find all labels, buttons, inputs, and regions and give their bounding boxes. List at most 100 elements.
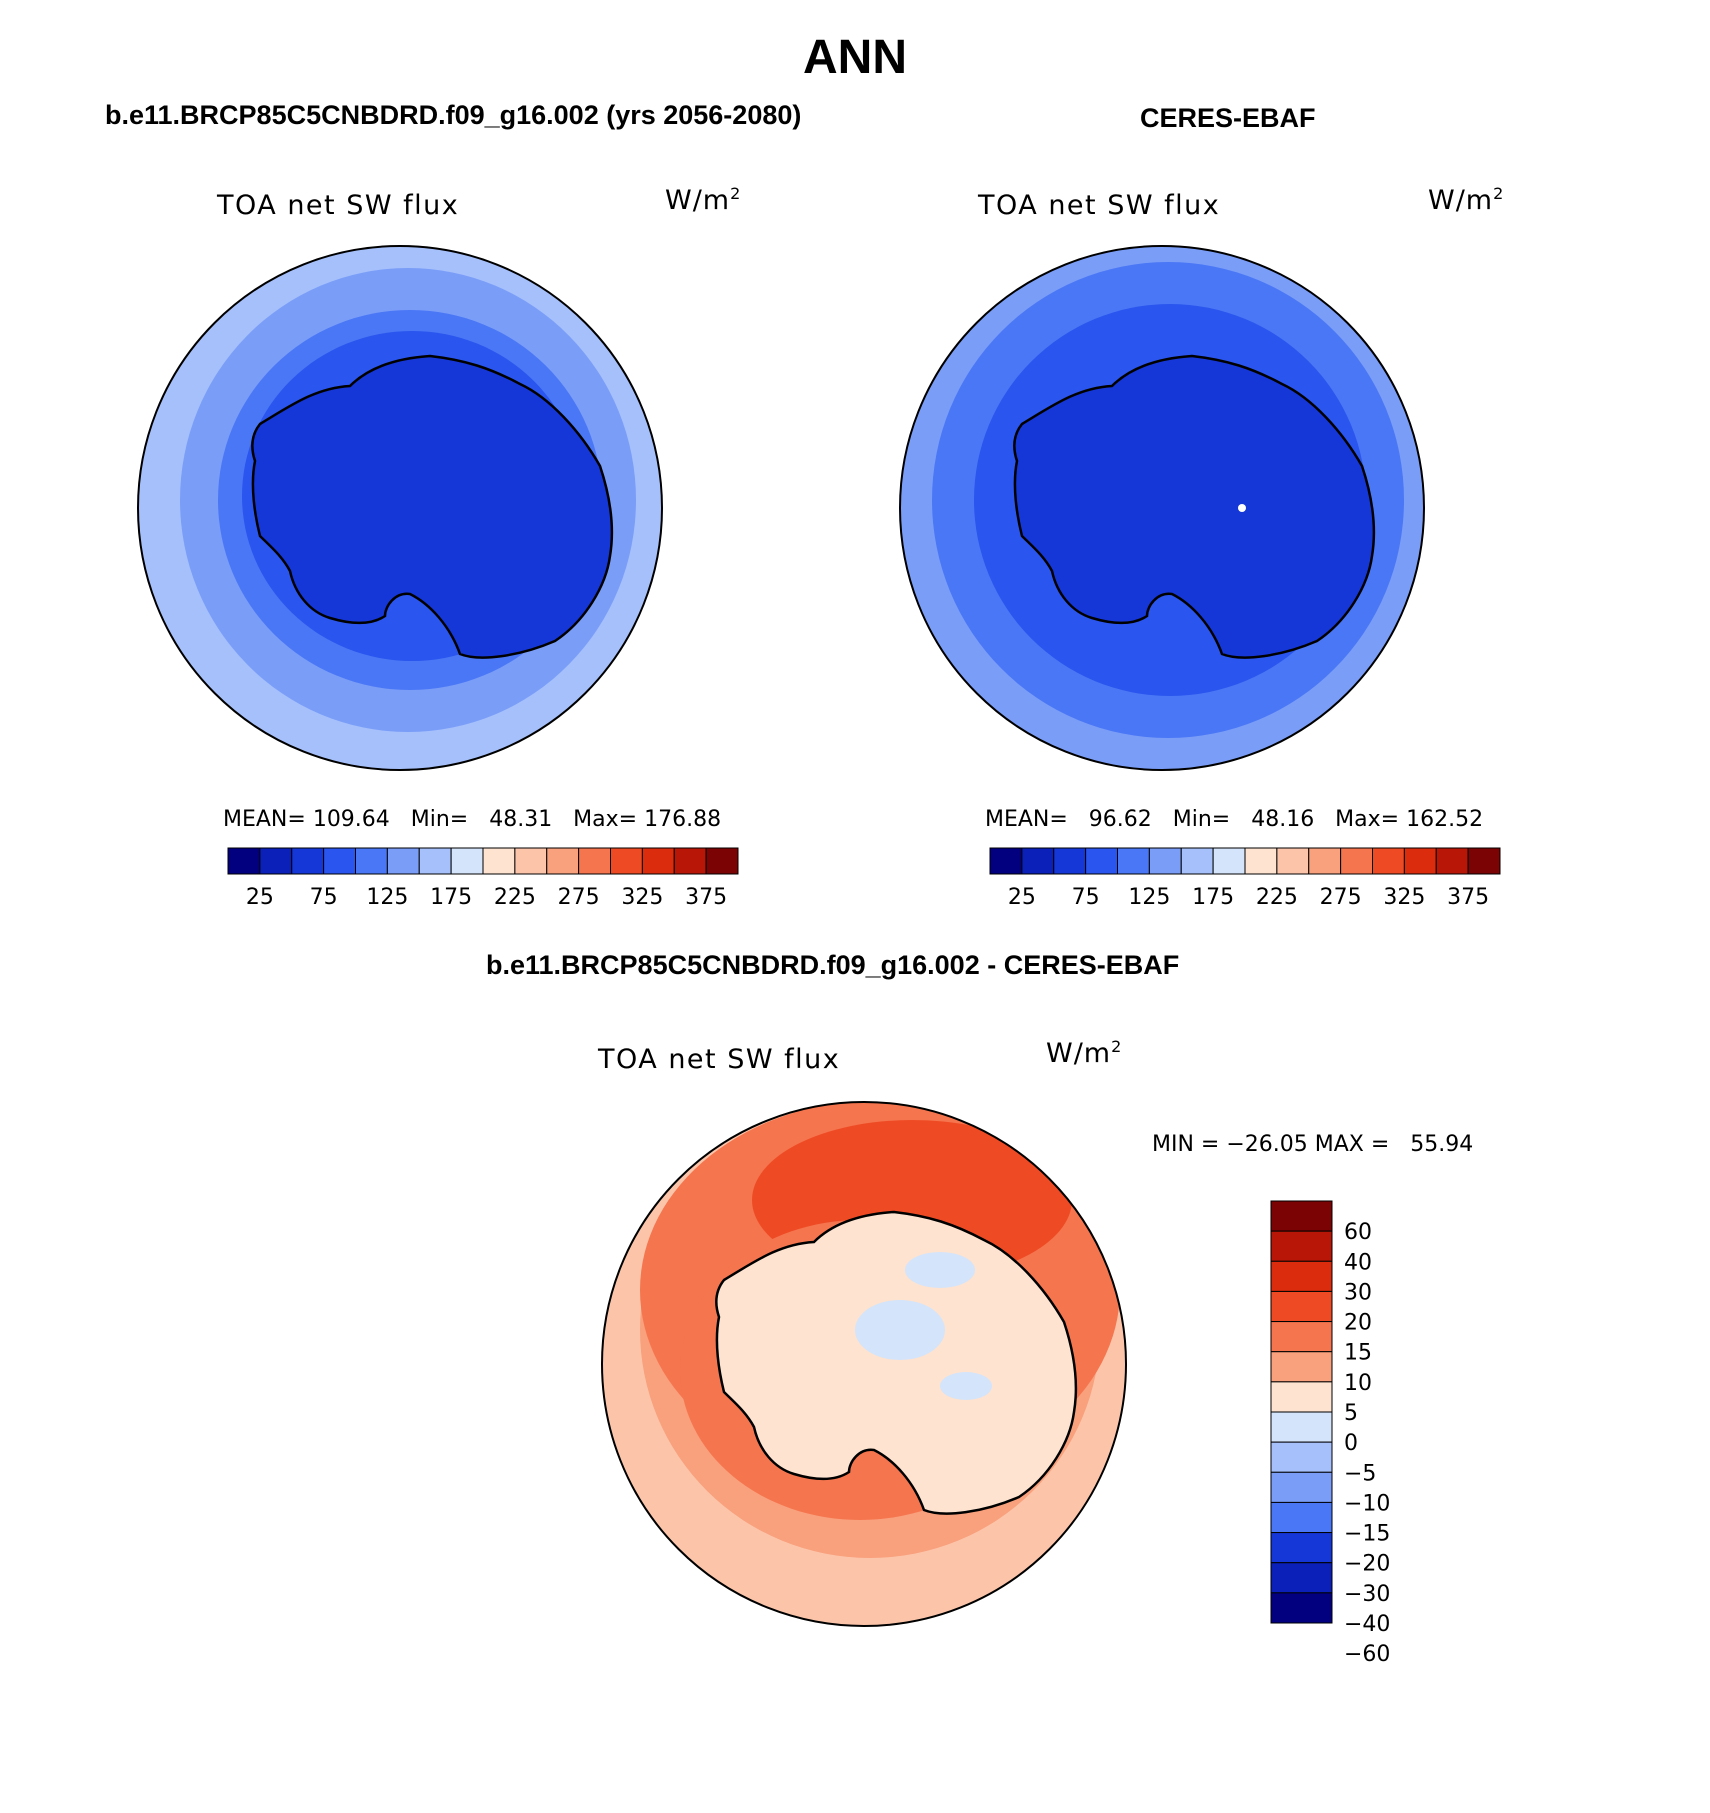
colorbar-tick-label: 175 [1192, 885, 1234, 910]
figure-title: ANN [803, 31, 907, 84]
colorbar-tick-label: 0 [1344, 1431, 1358, 1456]
colorbar-tick-label: −60 [1344, 1642, 1390, 1667]
colorbar-swatch [1340, 847, 1373, 875]
obs-colorbar: 25 75 125 175 225 275 325 375 [989, 847, 1501, 910]
colorbar-tick-label: 275 [558, 885, 600, 910]
colorbar-swatch [610, 847, 643, 875]
model-case-title: b.e11.BRCP85C5CNBDRD.f09_g16.002 (yrs 20… [105, 100, 802, 130]
diff-map-border [601, 1101, 1127, 1627]
colorbar-swatch [291, 847, 325, 875]
colorbar-tick-label: 10 [1344, 1371, 1372, 1396]
colorbar-tick-label: −15 [1344, 1522, 1390, 1547]
colorbar-swatch [1212, 847, 1246, 875]
colorbar-swatch [1270, 1200, 1333, 1232]
obs-stats: MEAN= 96.62 Min= 48.16 Max= 162.52 [985, 807, 1484, 832]
colorbar-swatch [705, 847, 739, 875]
colorbar-swatch [1308, 847, 1342, 875]
diff-stats: MIN = −26.05 MAX = 55.94 [1152, 1132, 1474, 1157]
diff-map [601, 1101, 1127, 1627]
colorbar-swatch [450, 847, 484, 875]
obs-variable-label: TOA net SW flux [978, 190, 1221, 221]
colorbar-swatch [1270, 1230, 1333, 1262]
colorbar-swatch [1053, 847, 1087, 875]
colorbar-swatch [355, 847, 388, 875]
colorbar-swatch [1270, 1441, 1333, 1473]
colorbar-swatch [1270, 1260, 1333, 1292]
colorbar-tick-label: 225 [1256, 885, 1298, 910]
colorbar-tick-label: 325 [621, 885, 663, 910]
colorbar-tick-label: 25 [246, 885, 274, 910]
colorbar-swatch [1117, 847, 1150, 875]
model-colorbar: 25 75 125 175 225 275 325 375 [227, 847, 739, 910]
obs-units-label: W/m2 [1428, 184, 1505, 216]
colorbar-tick-label: 60 [1344, 1220, 1372, 1245]
colorbar-swatch [1270, 1381, 1333, 1413]
colorbar-tick-label: −5 [1344, 1461, 1376, 1486]
colorbar-tick-label: 125 [366, 885, 408, 910]
colorbar-tick-label: −10 [1344, 1491, 1390, 1516]
colorbar-swatch [482, 847, 516, 875]
colorbar-swatch [323, 847, 356, 875]
colorbar-swatch [1180, 847, 1214, 875]
colorbar-tick-label: 225 [494, 885, 536, 910]
colorbar-swatch [1270, 1471, 1333, 1503]
diff-colorbar: 60 40 30 20 15 10 5 0 −5 −10 −15 −20 −30 −40 −60 [1270, 1200, 1390, 1667]
model-map-border [137, 245, 663, 771]
colorbar-swatch [418, 847, 452, 875]
colorbar-tick-label: 30 [1344, 1280, 1372, 1305]
colorbar-tick-label: −30 [1344, 1582, 1390, 1607]
colorbar-tick-label: 125 [1128, 885, 1170, 910]
colorbar-swatch [1435, 847, 1469, 875]
colorbar-swatch [1244, 847, 1278, 875]
model-stats: MEAN= 109.64 Min= 48.31 Max= 176.88 [223, 807, 722, 832]
colorbar-swatch [1403, 847, 1437, 875]
colorbar-tick-label: 325 [1383, 885, 1425, 910]
colorbar-swatch [1270, 1592, 1333, 1624]
colorbar-tick-label: 75 [310, 885, 338, 910]
diff-case-title: b.e11.BRCP85C5CNBDRD.f09_g16.002 - CERES… [486, 950, 1180, 980]
colorbar-swatch [1270, 1290, 1333, 1323]
colorbar-swatch [1270, 1532, 1333, 1564]
colorbar-tick-label: 20 [1344, 1311, 1372, 1336]
diff-map-negative-patch-1 [855, 1300, 945, 1360]
diff-map-negative-patch-2 [905, 1252, 975, 1288]
model-units-label: W/m2 [665, 184, 742, 216]
colorbar-swatch [259, 847, 293, 875]
obs-pole-marker [1238, 504, 1246, 512]
colorbar-swatch [1467, 847, 1501, 875]
model-map [137, 245, 663, 771]
colorbar-tick-label: −40 [1344, 1612, 1390, 1637]
colorbar-swatch [1270, 1562, 1333, 1594]
colorbar-swatch [227, 847, 261, 875]
colorbar-tick-label: 40 [1344, 1250, 1372, 1275]
colorbar-swatch [673, 847, 707, 875]
obs-case-title: CERES-EBAF [1140, 103, 1316, 133]
colorbar-swatch [1270, 1501, 1333, 1534]
obs-map-border [899, 245, 1425, 771]
diff-map-negative-patch-3 [940, 1372, 992, 1400]
colorbar-tick-label: 175 [430, 885, 472, 910]
colorbar-tick-label: 5 [1344, 1401, 1358, 1426]
colorbar-swatch [514, 847, 548, 875]
colorbar-tick-label: 75 [1072, 885, 1100, 910]
colorbar-swatch [641, 847, 675, 875]
colorbar-swatch [1270, 1321, 1333, 1353]
diff-variable-label: TOA net SW flux [598, 1044, 841, 1075]
colorbar-swatch [546, 847, 580, 875]
colorbar-tick-label: 15 [1344, 1341, 1372, 1366]
colorbar-tick-label: 25 [1008, 885, 1036, 910]
colorbar-tick-label: 275 [1320, 885, 1362, 910]
diff-units-label: W/m2 [1046, 1037, 1123, 1069]
colorbar-swatch [1270, 1351, 1333, 1383]
obs-map [899, 245, 1425, 771]
colorbar-tick-label: −20 [1344, 1552, 1390, 1577]
colorbar-swatch [578, 847, 611, 875]
model-variable-label: TOA net SW flux [217, 190, 460, 221]
colorbar-swatch [989, 847, 1023, 875]
colorbar-swatch [1148, 847, 1182, 875]
colorbar-swatch [1270, 1411, 1333, 1443]
colorbar-swatch [1021, 847, 1055, 875]
colorbar-swatch [1372, 847, 1405, 875]
colorbar-tick-label: 375 [1447, 885, 1489, 910]
